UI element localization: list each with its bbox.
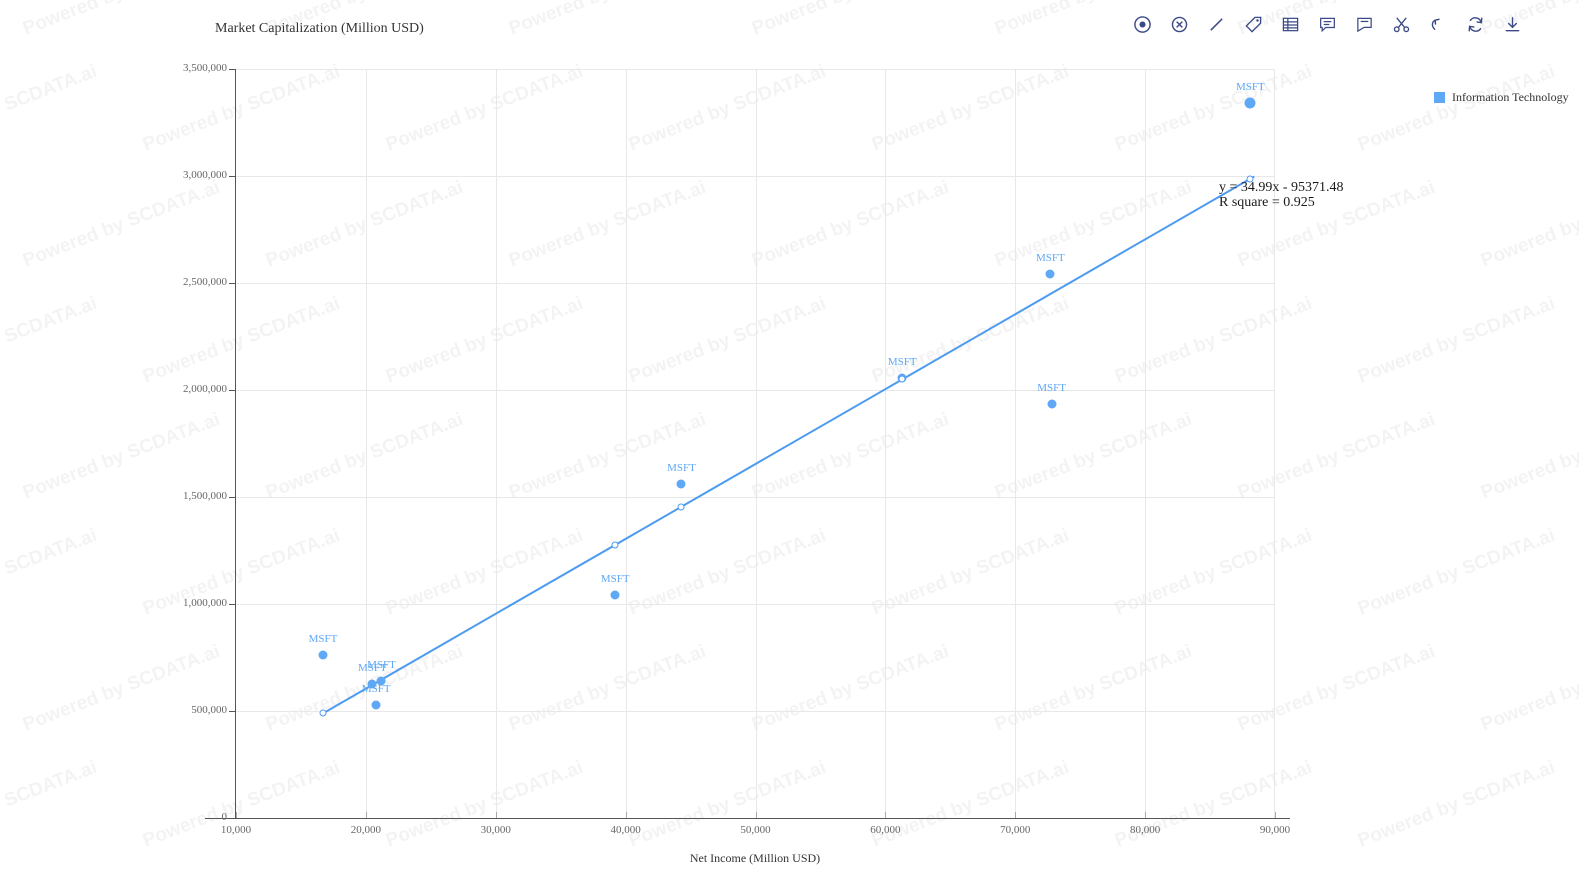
chart-toolbar[interactable] — [1131, 13, 1523, 35]
regression-equation-annotation: y = 34.99x - 95371.48 R square = 0.925 — [1219, 180, 1344, 210]
undo-icon[interactable] — [1427, 13, 1449, 35]
data-point[interactable] — [1244, 97, 1256, 109]
y-tick-label: 1,000,000 — [183, 597, 227, 609]
x-tick-mark — [885, 812, 887, 818]
remove-point-icon[interactable] — [1168, 13, 1190, 35]
watermark-text: Powered by SCDATA.ai — [20, 641, 223, 737]
watermark-text: Powered by SCDATA.ai — [1478, 641, 1579, 737]
y-axis-line — [235, 69, 236, 819]
watermark-text: Powered by SCDATA.ai — [1355, 757, 1558, 853]
download-icon[interactable] — [1501, 13, 1523, 35]
flag-note-icon[interactable] — [1353, 13, 1375, 35]
scissors-icon[interactable] — [1390, 13, 1412, 35]
watermark-text: Powered by SCDATA.ai — [0, 757, 100, 853]
gridline-vertical — [625, 69, 627, 818]
watermark-text: Powered by SCDATA.ai — [749, 0, 952, 41]
r-square-text: R square = 0.925 — [1219, 195, 1315, 210]
x-tick-mark — [236, 812, 237, 818]
data-point[interactable] — [610, 590, 620, 600]
watermark-text: Powered by SCDATA.ai — [1478, 177, 1579, 273]
x-tick-label: 30,000 — [480, 824, 511, 836]
watermark-text: Powered by SCDATA.ai — [0, 293, 100, 389]
x-axis-title: Net Income (Million USD) — [689, 851, 821, 865]
x-tick-mark — [1275, 812, 1276, 818]
watermark-text: Powered by SCDATA.ai — [1355, 293, 1558, 389]
data-point[interactable] — [371, 700, 381, 710]
data-point[interactable] — [376, 676, 386, 686]
y-tick-label: 0 — [221, 811, 228, 823]
data-point[interactable] — [318, 650, 328, 660]
x-tick-mark — [495, 812, 497, 818]
watermark-text: Powered by SCDATA.ai — [1355, 61, 1558, 157]
chart-title: Market Capitalization (Million USD) — [215, 21, 424, 36]
y-tick-mark — [229, 390, 235, 391]
y-tick-label: 3,500,000 — [183, 62, 227, 74]
x-tick-mark — [755, 812, 757, 818]
x-tick-label: 10,000 — [220, 824, 252, 836]
y-tick-label: 3,000,000 — [183, 169, 227, 181]
x-tick-label: 20,000 — [350, 824, 381, 836]
watermark-text: Powered by SCDATA.ai — [506, 0, 709, 41]
tag-icon[interactable] — [1242, 13, 1264, 35]
legend-swatch-information-technology — [1434, 92, 1445, 103]
y-tick-mark — [229, 176, 235, 177]
y-tick-mark — [229, 69, 235, 70]
y-tick-mark — [229, 497, 235, 498]
y-tick-label: 500,000 — [191, 704, 227, 716]
watermark-text: Powered by SCDATA.ai — [1478, 409, 1579, 505]
plot-area — [236, 69, 1275, 818]
x-tick-label: 80,000 — [1130, 824, 1161, 836]
data-point[interactable] — [676, 479, 686, 489]
y-tick-mark — [229, 604, 235, 605]
watermark-text: Powered by SCDATA.ai — [0, 61, 100, 157]
refresh-icon[interactable] — [1464, 13, 1486, 35]
x-tick-label: 90,000 — [1259, 824, 1291, 836]
y-tick-label: 2,000,000 — [183, 383, 227, 395]
select-point-icon[interactable] — [1131, 13, 1153, 35]
x-tick-label: 60,000 — [870, 824, 901, 836]
line-tool-icon[interactable] — [1205, 13, 1227, 35]
gridline-vertical — [885, 69, 887, 818]
x-tick-label: 50,000 — [740, 824, 771, 836]
watermark-text: Powered by SCDATA.ai — [1355, 525, 1558, 621]
watermark-text: Powered by SCDATA.ai — [20, 177, 223, 273]
y-tick-label: 2,500,000 — [183, 276, 227, 288]
x-tick-label: 40,000 — [610, 824, 641, 836]
x-axis-line — [205, 818, 1290, 819]
data-point[interactable] — [897, 373, 907, 383]
data-point[interactable] — [1045, 269, 1055, 279]
x-tick-mark — [1015, 812, 1017, 818]
x-tick-mark — [625, 812, 627, 818]
comment-icon[interactable] — [1316, 13, 1338, 35]
plot-right-border — [1274, 69, 1275, 818]
data-point[interactable] — [1047, 399, 1057, 409]
gridline-vertical — [365, 69, 367, 818]
legend[interactable]: Information Technology — [1434, 90, 1569, 105]
y-tick-label: 1,500,000 — [183, 490, 227, 502]
gridline-vertical — [1015, 69, 1017, 818]
regression-equation-text: y = 34.99x - 95371.48 — [1219, 180, 1344, 195]
gridline-vertical — [495, 69, 497, 818]
table-icon[interactable] — [1279, 13, 1301, 35]
y-tick-mark — [229, 818, 235, 819]
y-tick-mark — [229, 711, 235, 712]
gridline-vertical — [755, 69, 757, 818]
y-tick-mark — [229, 283, 235, 284]
gridline-vertical — [1145, 69, 1147, 818]
x-tick-label: 70,000 — [1000, 824, 1031, 836]
x-tick-mark — [365, 812, 367, 818]
x-tick-mark — [1145, 812, 1147, 818]
watermark-text: Powered by SCDATA.ai — [0, 525, 100, 621]
legend-label-information-technology: Information Technology — [1452, 90, 1569, 104]
data-point[interactable] — [367, 679, 377, 689]
watermark-text: Powered by SCDATA.ai — [20, 0, 223, 41]
